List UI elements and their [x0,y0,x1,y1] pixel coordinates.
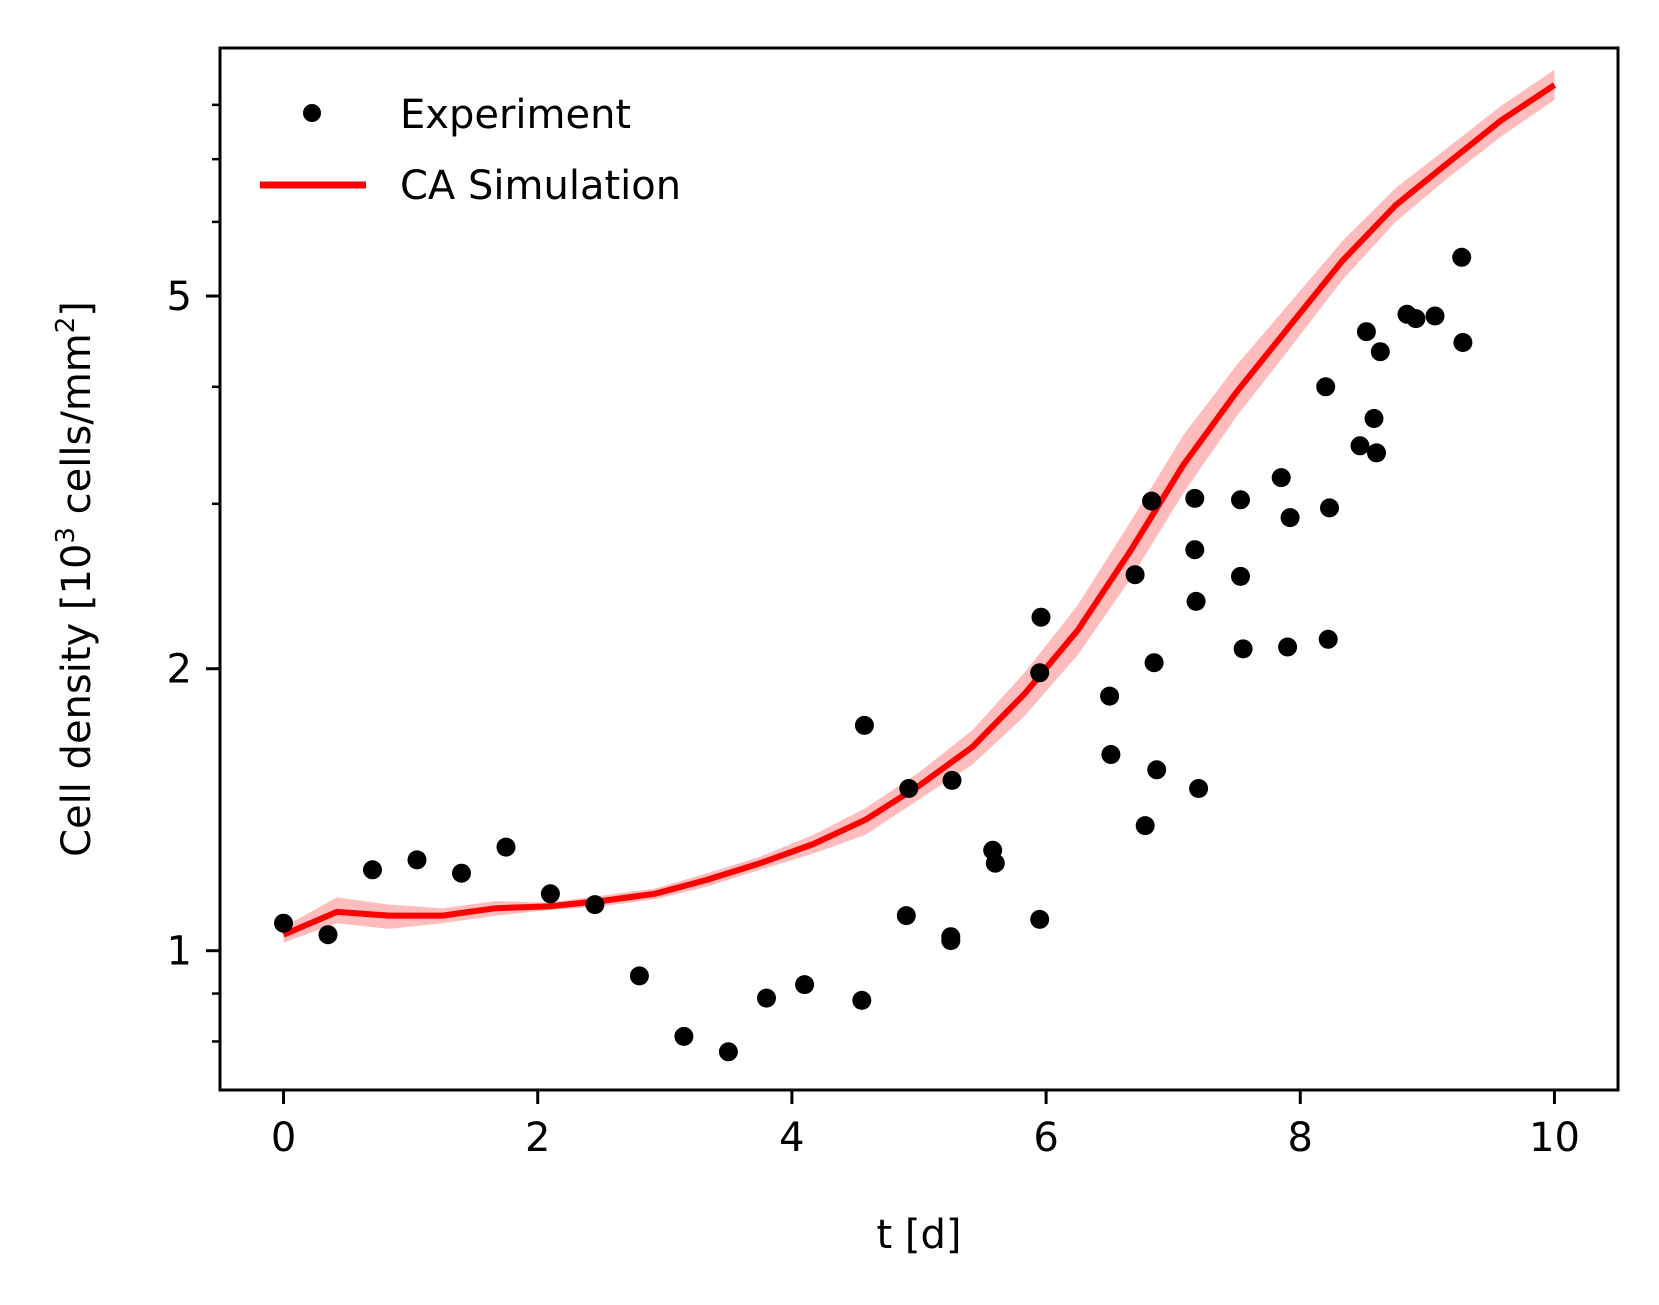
y-axis: 1 2 5 [167,103,220,1043]
experiment-point [1189,779,1209,798]
experiment-point [1100,686,1120,706]
experiment-point [1185,488,1205,508]
plot-frame [218,46,1620,1092]
legend: Experiment CA Simulation [260,92,681,209]
y-axis-label-text: cells/mm [54,333,100,527]
experiment-point [1364,409,1384,428]
legend-label-simulation: CA Simulation [400,163,681,209]
experiment-point [1031,607,1051,627]
x-tick-label: 4 [779,1115,804,1161]
experiment-point [1231,566,1250,586]
experiment-point [795,975,815,995]
x-tick-label: 0 [271,1115,296,1161]
experiment-point [1425,306,1445,326]
experiment-point [941,931,961,951]
experiment-point [1271,468,1291,488]
experiment-point [1147,760,1167,780]
experiment-point [1030,663,1050,683]
experiment-point [1320,498,1339,518]
experiment-point [1318,629,1338,649]
legend-label-experiment: Experiment [400,92,631,138]
experiment-point [1280,508,1300,528]
experiment-point [1350,436,1370,456]
experiment-point [1370,342,1390,362]
experiment-point [1316,377,1336,397]
experiment-point [318,925,338,945]
experiment-point [1101,745,1121,764]
legend-marker-experiment [303,104,321,122]
experiment-point [540,884,560,904]
experiment-point [1231,490,1250,510]
experiment-point [1356,322,1376,342]
experiment-point [852,990,872,1010]
x-tick-label: 6 [1033,1115,1058,1161]
x-axis: 0 2 4 6 8 10 [271,1090,1580,1161]
y-axis-label-superscript: 2 [51,317,81,334]
x-tick-label: 8 [1288,1115,1313,1161]
experiment-point [1452,247,1472,267]
y-axis-label-text: Cell density [10 [54,544,100,857]
experiment-point [496,837,516,857]
y-axis-label-text: ] [54,301,100,317]
experiment-point [274,913,293,933]
experiment-point [1125,565,1145,585]
experiment-point [896,906,916,926]
y-tick-label: 2 [167,647,192,693]
experiment-point [899,779,919,798]
x-tick-label: 2 [525,1115,550,1161]
experiment-point [674,1026,694,1046]
experiment-point [363,860,382,880]
experiment-point [1453,333,1473,352]
x-axis-label: t [d] [877,1212,962,1258]
y-tick-label: 5 [167,274,192,320]
simulation-line [282,82,1557,938]
experiment-point [585,895,605,915]
y-tick-label: 1 [167,929,192,975]
experiment-point [1367,443,1386,463]
experiment-point [1406,309,1426,329]
x-tick-label: 10 [1529,1115,1580,1161]
experiment-point [757,988,776,1008]
experiment-point [718,1042,738,1062]
experiment-point [1144,653,1164,673]
simulation-line-layer [282,82,1557,938]
experiment-point [1186,591,1206,611]
experiment-point [1233,639,1253,659]
experiment-point [407,850,427,870]
y-axis-label: Cell density [103 cells/mm2] [51,301,100,857]
experiment-point [1185,540,1205,560]
experiment-point [1030,909,1050,929]
y-axis-label-superscript: 3 [51,527,81,544]
experiment-point [854,715,874,735]
experiment-point [629,966,649,986]
experiment-point [942,770,962,790]
experiment-point [1135,816,1155,836]
experiment-point [1278,637,1298,657]
experiment-points-layer [274,247,1473,1062]
experiment-point [452,863,471,883]
experiment-point [1142,491,1162,511]
experiment-point [985,853,1005,873]
